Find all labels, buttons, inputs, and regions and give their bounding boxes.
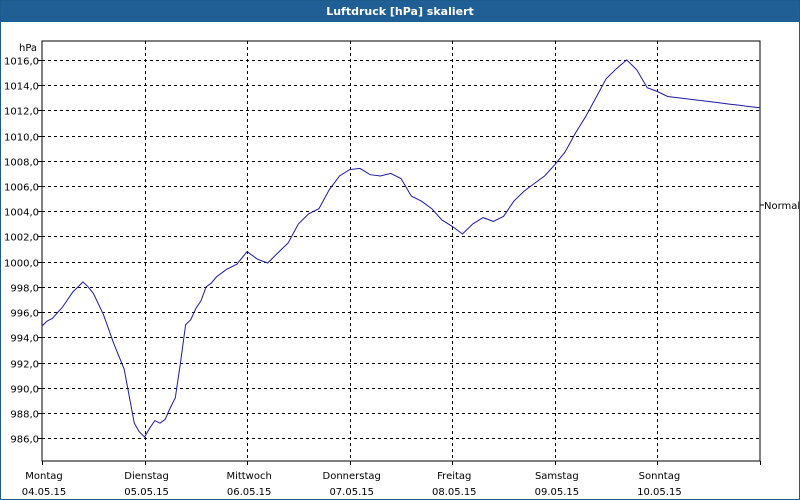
y-unit-label: hPa [19, 43, 37, 54]
x-tick-day-label: Mittwoch [226, 471, 271, 482]
y-tick-label: 992,0 [10, 360, 39, 371]
y-tick-label: 986,0 [10, 435, 39, 446]
y-tick-label: 1002,0 [4, 233, 39, 244]
x-tick-day-label: Montag [25, 471, 62, 482]
x-tick-date-label: 05.05.15 [124, 487, 169, 498]
x-tick-day-label: Freitag [437, 471, 471, 482]
plot-area [41, 40, 761, 462]
x-tick-date-label: 04.05.15 [22, 487, 67, 498]
x-tick-day-label: Donnerstag [323, 471, 381, 482]
y-tick-label: 1000,0 [4, 259, 39, 270]
y-tick-label: 998,0 [10, 284, 39, 295]
x-tick-date-label: 10.05.15 [637, 487, 682, 498]
x-tick-date-label: 06.05.15 [227, 487, 272, 498]
y-tick-label: 1014,0 [4, 82, 39, 93]
y-tick-label: 994,0 [10, 334, 39, 345]
x-tick-date-label: 09.05.15 [535, 487, 580, 498]
y-tick-label: 1010,0 [4, 133, 39, 144]
y-tick-label: 1008,0 [4, 158, 39, 169]
y-tick-label: 996,0 [10, 309, 39, 320]
y-tick-label: 1016,0 [4, 57, 39, 68]
x-tick-day-label: Sonntag [639, 471, 681, 482]
x-tick-day-label: Samstag [535, 471, 579, 482]
y-tick-label: 1006,0 [4, 183, 39, 194]
pressure-series-line [41, 59, 761, 438]
y-tick-label: 990,0 [10, 385, 39, 396]
reference-label: Normal [764, 201, 799, 212]
x-tick-day-label: Dienstag [124, 471, 169, 482]
x-tick-date-label: 07.05.15 [329, 487, 374, 498]
y-tick-label: 1012,0 [4, 107, 39, 118]
y-tick-label: 988,0 [10, 410, 39, 421]
x-tick-date-label: 08.05.15 [432, 487, 477, 498]
y-tick-label: 1004,0 [4, 208, 39, 219]
chart-title: Luftdruck [hPa] skaliert [1, 1, 799, 22]
